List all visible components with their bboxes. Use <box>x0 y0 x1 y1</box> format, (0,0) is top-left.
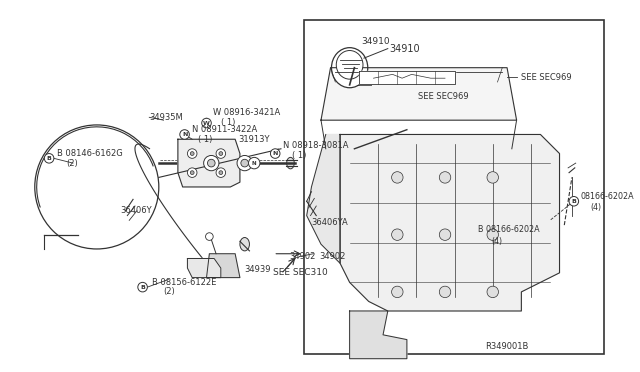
Polygon shape <box>340 135 559 311</box>
Text: 31913Y: 31913Y <box>238 135 269 144</box>
Circle shape <box>188 168 197 177</box>
Text: 34910: 34910 <box>390 44 420 54</box>
Ellipse shape <box>336 51 363 79</box>
Text: (2): (2) <box>67 158 78 168</box>
Circle shape <box>188 149 197 158</box>
Text: B 08156-6122E: B 08156-6122E <box>152 278 216 287</box>
Text: 34902: 34902 <box>289 252 316 261</box>
Text: ( 1): ( 1) <box>198 135 212 144</box>
Circle shape <box>241 159 248 167</box>
Text: W: W <box>203 121 210 125</box>
Text: N 08918-3081A: N 08918-3081A <box>283 141 348 150</box>
Circle shape <box>487 229 499 240</box>
Circle shape <box>439 229 451 240</box>
Text: N: N <box>273 151 278 156</box>
Circle shape <box>439 286 451 298</box>
Circle shape <box>487 172 499 183</box>
Text: 36406Y: 36406Y <box>121 206 152 215</box>
Bar <box>304 20 604 354</box>
Circle shape <box>271 149 280 158</box>
Circle shape <box>190 152 194 155</box>
Circle shape <box>180 130 189 139</box>
Circle shape <box>138 282 147 292</box>
Polygon shape <box>349 311 407 359</box>
Circle shape <box>439 172 451 183</box>
Circle shape <box>190 171 194 174</box>
Text: W 08916-3421A: W 08916-3421A <box>213 108 280 117</box>
Polygon shape <box>207 254 240 278</box>
Circle shape <box>205 233 213 240</box>
Circle shape <box>216 149 225 158</box>
Text: 36406YA: 36406YA <box>312 218 348 227</box>
Circle shape <box>35 125 159 249</box>
Text: B: B <box>140 285 145 290</box>
Text: SEE SEC969: SEE SEC969 <box>522 73 572 82</box>
Text: 34939: 34939 <box>244 266 271 275</box>
Text: 34902: 34902 <box>319 252 346 261</box>
Text: B: B <box>572 199 576 204</box>
Text: B: B <box>47 156 52 161</box>
Text: 34910: 34910 <box>361 38 390 46</box>
Circle shape <box>237 155 252 171</box>
Polygon shape <box>321 68 516 120</box>
Text: N: N <box>252 161 257 166</box>
Ellipse shape <box>240 237 250 251</box>
Polygon shape <box>188 259 221 278</box>
Circle shape <box>392 172 403 183</box>
Text: 34935M: 34935M <box>149 113 183 122</box>
Text: (2): (2) <box>164 288 175 296</box>
Circle shape <box>248 157 260 169</box>
Circle shape <box>392 286 403 298</box>
Ellipse shape <box>287 157 294 169</box>
Circle shape <box>204 155 219 171</box>
Text: SEE SEC310: SEE SEC310 <box>273 268 328 277</box>
Text: (4): (4) <box>492 237 503 246</box>
Circle shape <box>392 229 403 240</box>
Circle shape <box>569 196 579 206</box>
Ellipse shape <box>332 48 368 88</box>
Text: 08166-6202A: 08166-6202A <box>580 192 634 201</box>
Circle shape <box>219 152 223 155</box>
Circle shape <box>219 171 223 174</box>
Text: (4): (4) <box>590 203 601 212</box>
Text: ( 1): ( 1) <box>221 118 236 126</box>
Text: ( 1): ( 1) <box>292 151 307 160</box>
Text: N: N <box>182 132 188 137</box>
Text: B 08146-6162G: B 08146-6162G <box>57 149 122 158</box>
Circle shape <box>44 154 54 163</box>
Polygon shape <box>359 71 454 84</box>
Circle shape <box>207 159 215 167</box>
Text: R349001B: R349001B <box>485 342 529 351</box>
Text: B 08166-6202A: B 08166-6202A <box>479 225 540 234</box>
Circle shape <box>202 118 211 128</box>
Polygon shape <box>307 135 340 263</box>
Circle shape <box>487 286 499 298</box>
Polygon shape <box>178 139 240 187</box>
Text: SEE SEC969: SEE SEC969 <box>419 92 469 101</box>
Circle shape <box>216 168 225 177</box>
Text: N 08911-3422A: N 08911-3422A <box>192 125 257 134</box>
